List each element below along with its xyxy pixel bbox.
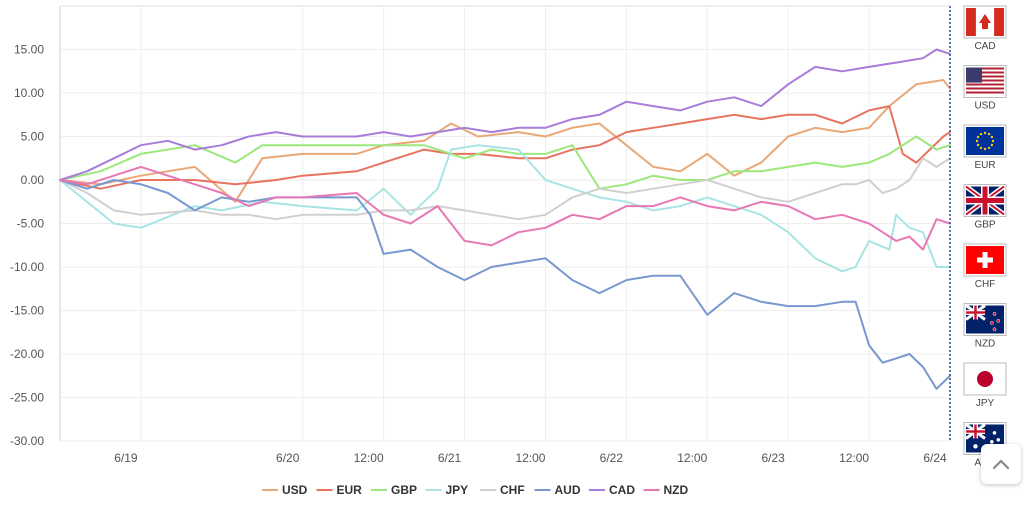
- series-lines: [59, 48, 951, 390]
- usa-flag-icon: [963, 65, 1007, 98]
- legend-label: JPY: [446, 483, 469, 497]
- flag-label: JPY: [976, 398, 995, 409]
- legend-item-chf[interactable]: CHF: [480, 483, 525, 497]
- y-tick-label: 5.00: [21, 130, 45, 144]
- series-line-chf: [59, 157, 951, 221]
- x-axis: 6/19 6/20 12:00 6/21 12:00 6/22 12:00 6/23 12:00…: [114, 451, 947, 465]
- x-tick-label: 6/21: [438, 451, 462, 465]
- x-tick-label: 6/19: [114, 451, 138, 465]
- series-line-nzd: [59, 165, 951, 251]
- legend-item-cad[interactable]: CAD: [589, 483, 635, 497]
- legend-label: CHF: [500, 483, 525, 497]
- y-tick-label: -5.00: [17, 217, 45, 231]
- y-tick-label: -15.00: [10, 304, 44, 318]
- y-tick-label: -30.00: [10, 434, 44, 448]
- eu-flag-icon: [963, 124, 1007, 158]
- flag-label: GBP: [974, 220, 995, 231]
- y-tick-label: 15.00: [14, 43, 44, 57]
- series-line-aud: [59, 179, 951, 390]
- flag-item-eur[interactable]: EUR: [963, 124, 1007, 171]
- flag-item-chf[interactable]: CHF: [963, 243, 1007, 290]
- legend-label: CAD: [609, 483, 635, 497]
- y-tick-label: -20.00: [10, 347, 44, 361]
- x-tick-label: 12:00: [354, 451, 384, 465]
- x-tick-label: 12:00: [677, 451, 707, 465]
- flag-label: CHF: [975, 279, 996, 290]
- flag-item-cad[interactable]: CAD: [963, 5, 1007, 52]
- flag-item-jpy[interactable]: JPY: [963, 362, 1007, 409]
- canada-flag-icon: [963, 5, 1007, 39]
- x-tick-label: 6/22: [600, 451, 624, 465]
- legend-label: USD: [282, 483, 308, 497]
- legend-label: AUD: [555, 483, 581, 497]
- series-line-usd: [59, 79, 951, 203]
- swiss-flag-icon: [963, 243, 1007, 277]
- series-line-cad: [59, 48, 951, 181]
- flag-label: CAD: [974, 41, 995, 52]
- legend-item-gbp[interactable]: GBP: [371, 483, 417, 497]
- legend-item-usd[interactable]: USD: [262, 483, 308, 497]
- flag-label: EUR: [974, 160, 995, 171]
- x-tick-label: 12:00: [515, 451, 545, 465]
- series-line-gbp: [59, 135, 951, 190]
- series-line-jpy: [59, 144, 951, 273]
- flag-item-usd[interactable]: USD: [963, 65, 1007, 112]
- japan-flag-icon: [963, 362, 1007, 396]
- legend-label: GBP: [391, 483, 417, 497]
- flag-item-gbp[interactable]: GBP: [963, 184, 1007, 231]
- nz-flag-icon: [963, 303, 1007, 336]
- flag-column: CADUSDEURGBPCHFNZDJPYAUD: [963, 5, 1007, 469]
- legend-item-jpy[interactable]: JPY: [425, 483, 469, 497]
- flag-item-nzd[interactable]: NZD: [963, 303, 1007, 350]
- grid: [59, 5, 951, 442]
- legend-item-nzd[interactable]: NZD: [643, 483, 689, 497]
- y-tick-label: 0.00: [21, 173, 45, 187]
- chevron-up-icon: [992, 459, 1010, 470]
- x-tick-label: 6/20: [276, 451, 300, 465]
- legend: USD EUR GBP JPY CHF AUD CAD NZD: [262, 483, 688, 497]
- flag-label: NZD: [975, 339, 996, 350]
- legend-label: NZD: [664, 483, 689, 497]
- legend-item-eur[interactable]: EUR: [316, 483, 363, 497]
- legend-label: EUR: [337, 483, 363, 497]
- y-tick-label: -10.00: [10, 260, 44, 274]
- uk-flag-icon: [963, 184, 1007, 217]
- x-tick-label: 6/24: [923, 451, 947, 465]
- x-tick-label: 12:00: [839, 451, 869, 465]
- x-tick-label: 6/23: [762, 451, 786, 465]
- y-tick-label: -25.00: [10, 391, 44, 405]
- y-axis: 15.00 10.00 5.00 0.00 -5.00 -10.00 -15.00 -20.0…: [10, 43, 44, 449]
- legend-item-aud[interactable]: AUD: [534, 483, 581, 497]
- flag-label: USD: [974, 101, 995, 112]
- series-line-eur: [59, 105, 951, 190]
- scroll-top-button[interactable]: [981, 444, 1021, 484]
- y-tick-label: 10.00: [14, 86, 44, 100]
